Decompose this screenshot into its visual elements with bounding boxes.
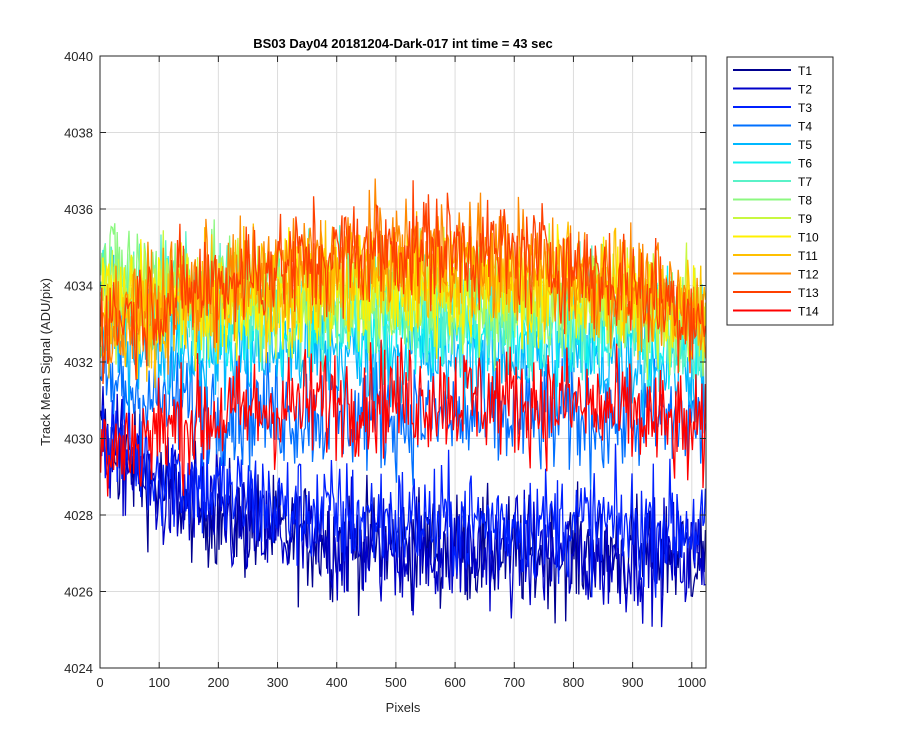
legend-label: T11 [798, 249, 818, 263]
x-tick-label: 400 [326, 675, 348, 690]
y-tick-label: 4034 [64, 279, 93, 294]
legend-label: T12 [798, 268, 819, 282]
legend-label: T2 [798, 83, 812, 97]
x-tick-label: 900 [622, 675, 644, 690]
y-tick-label: 4038 [64, 126, 93, 141]
legend-label: T4 [798, 120, 812, 134]
y-axis-label: Track Mean Signal (ADU/pix) [38, 278, 53, 446]
legend-label: T7 [798, 175, 812, 189]
chart-title: BS03 Day04 20181204-Dark-017 int time = … [253, 36, 553, 51]
legend-box [726, 56, 834, 326]
legend-label: T10 [798, 231, 819, 245]
x-tick-label: 500 [385, 675, 407, 690]
series-line-t13 [100, 180, 706, 385]
y-tick-label: 4024 [64, 661, 93, 676]
y-tick-label: 4032 [64, 355, 93, 370]
legend-label: T8 [798, 194, 812, 208]
legend-label: T9 [798, 212, 812, 226]
y-tick-label: 4026 [64, 585, 93, 600]
series-layer [100, 178, 706, 628]
x-tick-label: 600 [444, 675, 466, 690]
legend: T1 T2 T3 T4 T5 T6 T7 T8 T9 T10 T11 T12 T13 T14 [726, 56, 834, 326]
x-tick-label: 1000 [677, 675, 706, 690]
y-tick-label: 4028 [64, 508, 93, 523]
x-tick-label: 300 [267, 675, 289, 690]
y-tick-label: 4030 [64, 432, 93, 447]
legend-label: T6 [798, 157, 812, 171]
x-tick-label: 0 [96, 675, 103, 690]
legend-label: T1 [798, 64, 812, 78]
x-tick-label: 200 [208, 675, 230, 690]
series-line-t3 [100, 387, 706, 598]
axis-ticks: 0 100 200 300 400 500 600 700 800 900 1000 4024 4026… [64, 49, 706, 690]
y-tick-label: 4040 [64, 49, 93, 64]
y-tick-label: 4036 [64, 202, 93, 217]
legend-label: T5 [798, 138, 812, 152]
legend-label: T14 [798, 305, 819, 319]
series-line-t2 [100, 386, 706, 628]
legend-label: T13 [798, 286, 819, 300]
x-tick-label: 100 [148, 675, 170, 690]
x-tick-label: 700 [503, 675, 525, 690]
x-axis-label: Pixels [386, 700, 421, 715]
series-line-t14 [100, 337, 706, 497]
x-tick-label: 800 [563, 675, 585, 690]
legend-label: T3 [798, 101, 812, 115]
